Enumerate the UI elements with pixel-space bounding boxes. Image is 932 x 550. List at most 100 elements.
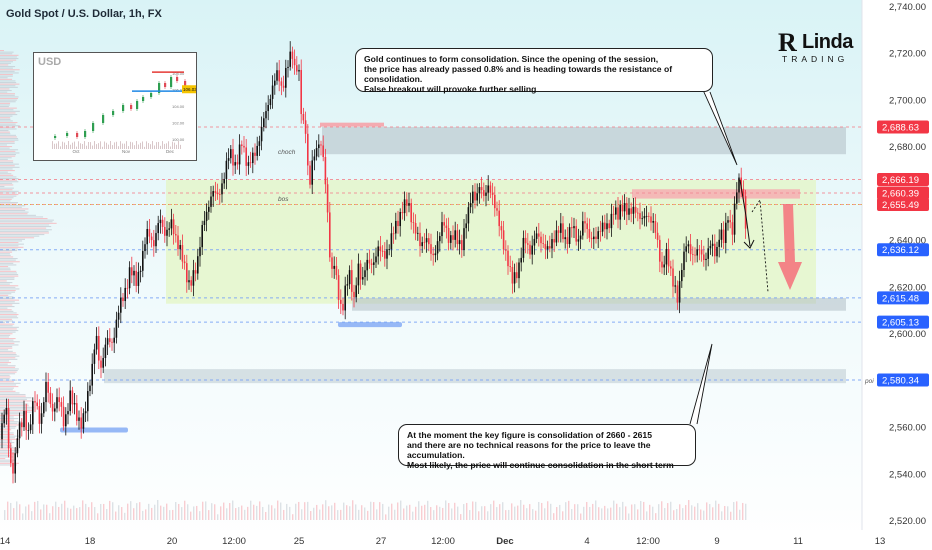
inset-volume-bar xyxy=(114,142,115,149)
volume-bar xyxy=(514,506,516,520)
x-tick-label: 12:00 xyxy=(222,536,246,547)
volume-bar xyxy=(547,501,549,520)
callout-bottom: At the moment the key figure is consolid… xyxy=(398,424,696,470)
volume-bar xyxy=(673,510,675,520)
volume-profile-bar xyxy=(0,190,19,192)
price-badge-label: 2,660.39 xyxy=(882,188,919,199)
volume-profile-bar xyxy=(0,331,16,333)
candle-body xyxy=(219,194,221,195)
candle-body xyxy=(194,270,197,274)
candle-body xyxy=(441,222,443,237)
volume-profile-bar xyxy=(0,120,13,122)
candle-body xyxy=(102,358,104,368)
candle-body xyxy=(711,243,714,246)
volume-bar xyxy=(271,505,273,520)
volume-profile-bar xyxy=(0,93,15,95)
candle-body xyxy=(615,207,617,215)
volume-profile-bar xyxy=(0,72,19,74)
candle-body xyxy=(443,222,445,226)
volume-profile-bar xyxy=(0,147,10,149)
brand-logo: R Linda TRADING xyxy=(778,28,858,68)
candle-body xyxy=(216,192,219,195)
blue-marker-low xyxy=(60,427,128,433)
volume-profile-bar xyxy=(0,245,19,247)
volume-profile-bar xyxy=(0,264,17,266)
candle-body xyxy=(304,120,307,134)
inset-volume-bar xyxy=(72,142,73,149)
candle-body xyxy=(384,251,386,259)
volume-bar xyxy=(256,505,258,520)
volume-bar xyxy=(604,505,606,520)
candle-body xyxy=(619,204,621,220)
candle-body xyxy=(601,222,604,232)
candle-body xyxy=(538,233,540,237)
inset-candle xyxy=(142,97,145,101)
inset-volume-bar xyxy=(146,141,147,149)
inset-volume-bar xyxy=(116,141,117,149)
inset-volume-bar xyxy=(168,141,169,149)
volume-profile-bar xyxy=(0,235,40,237)
volume-bar xyxy=(298,501,300,520)
volume-profile-bar xyxy=(0,355,20,357)
candle-body xyxy=(298,69,300,72)
candle-body xyxy=(73,403,76,405)
annotation-bos: bos xyxy=(278,196,289,203)
candle-body xyxy=(417,232,419,234)
candle-body xyxy=(346,284,349,286)
candle-body xyxy=(326,184,329,213)
volume-bar xyxy=(190,511,192,520)
volume-bar xyxy=(592,503,594,520)
candle-body xyxy=(249,162,252,164)
volume-bar xyxy=(178,503,180,520)
volume-bar xyxy=(691,505,693,520)
inset-volume-bar xyxy=(96,144,97,149)
volume-bar xyxy=(187,504,189,520)
volume-bar xyxy=(448,503,450,520)
inset-volume-bar xyxy=(132,142,133,149)
candle-body xyxy=(469,203,472,208)
volume-bar xyxy=(457,506,459,520)
price-axis-bg xyxy=(862,0,932,550)
volume-bar xyxy=(571,509,573,520)
candle-body xyxy=(694,254,696,256)
candle-body xyxy=(133,270,135,276)
inset-volume-bar xyxy=(166,143,167,149)
candle-body xyxy=(461,240,463,251)
volume-bar xyxy=(112,502,114,520)
candle-body xyxy=(100,360,102,368)
volume-bar xyxy=(421,505,423,520)
candle-body xyxy=(276,70,278,81)
red-marker-top xyxy=(320,122,384,127)
volume-profile-bar xyxy=(0,392,20,394)
candle-body xyxy=(289,51,291,67)
inset-volume-bar xyxy=(120,141,121,149)
candle-body xyxy=(500,226,503,231)
candle-body xyxy=(51,403,54,412)
candle-body xyxy=(23,410,25,428)
candle-body xyxy=(703,254,705,261)
candle-body xyxy=(84,411,87,414)
inset-volume-bar xyxy=(56,143,57,149)
volume-bar xyxy=(364,507,366,520)
candle-body xyxy=(65,414,67,427)
candle-body xyxy=(511,267,514,284)
volume-profile-bar xyxy=(0,77,8,79)
volume-profile-bar xyxy=(0,434,14,436)
volume-bar xyxy=(487,511,489,520)
volume-profile-bar xyxy=(0,376,11,378)
candle-body xyxy=(234,162,236,166)
volume-bar xyxy=(538,501,540,520)
volume-profile-bar xyxy=(0,339,14,341)
candle-body xyxy=(168,228,170,230)
volume-profile-bar xyxy=(0,288,20,290)
inset-volume-bar xyxy=(140,142,141,149)
volume-profile-bar xyxy=(0,106,9,108)
volume-bar xyxy=(667,503,669,520)
volume-bar xyxy=(283,509,285,520)
volume-bar xyxy=(502,502,504,520)
volume-bar xyxy=(703,510,705,520)
volume-profile-bar xyxy=(0,328,17,330)
candle-body xyxy=(731,222,734,235)
candle-body xyxy=(131,267,133,276)
